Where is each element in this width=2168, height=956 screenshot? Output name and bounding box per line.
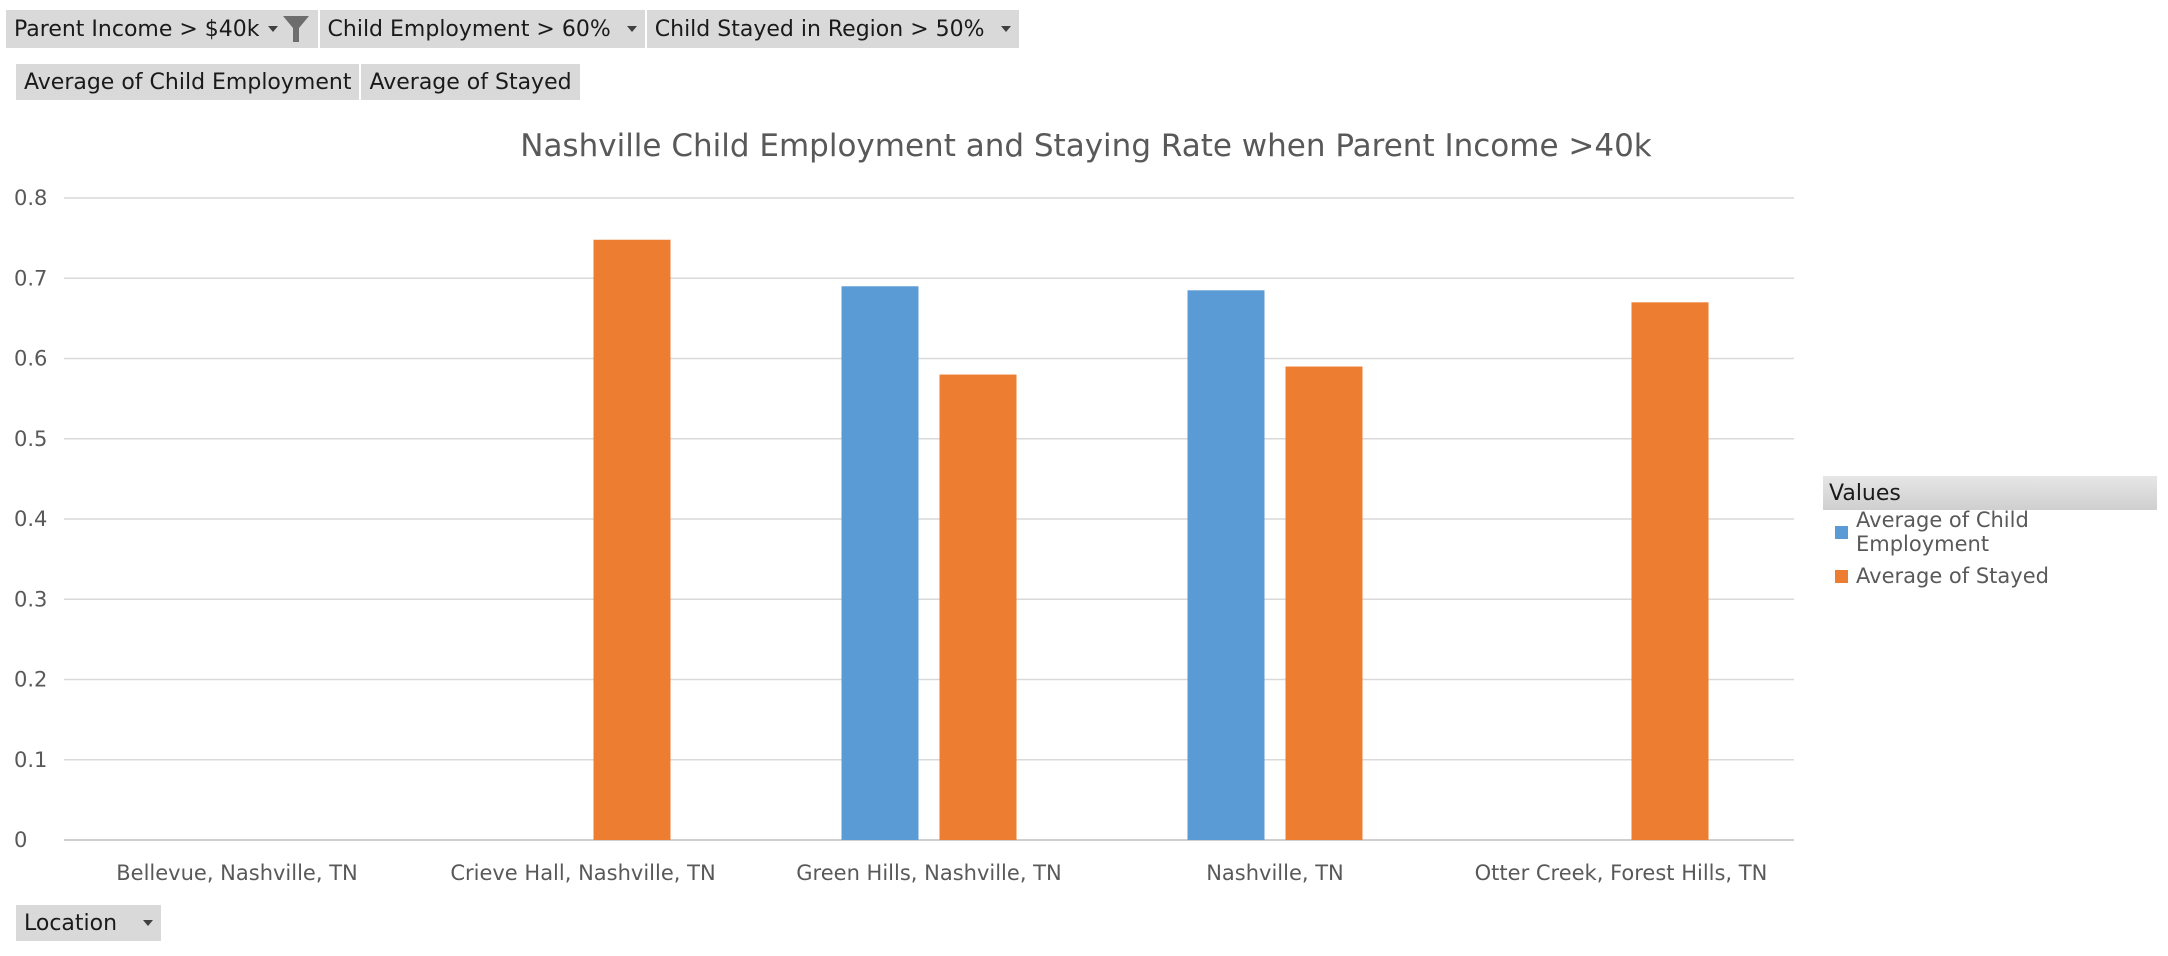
- axis-field-location-label: Location: [24, 910, 118, 936]
- bar-stayed[interactable]: [939, 374, 1017, 840]
- filter-bar: Parent Income > $40k Child Employment > …: [6, 10, 1021, 48]
- chevron-down-icon: [1000, 26, 1011, 32]
- x-category-label: Bellevue, Nashville, TN: [116, 861, 358, 885]
- chevron-down-icon: [626, 26, 637, 32]
- chevron-down-icon: [267, 26, 278, 32]
- y-tick-label: 0.1: [14, 748, 47, 772]
- gridlines: [64, 197, 1794, 841]
- legend-label-child-employment: Average of Child Employment: [1856, 508, 2029, 556]
- filter-applied-icon[interactable]: [264, 14, 310, 44]
- y-tick-label: 0.2: [14, 668, 47, 692]
- filter-child-stayed[interactable]: Child Stayed in Region > 50%: [646, 10, 1021, 48]
- y-tick-label: 0.3: [14, 587, 47, 611]
- bar-child-employment[interactable]: [841, 286, 919, 840]
- bars: [593, 239, 1709, 841]
- y-tick-label: 0.5: [14, 427, 47, 451]
- value-field-child-employment[interactable]: Average of Child Employment: [16, 64, 362, 100]
- chevron-down-icon: [143, 920, 154, 926]
- x-category-label: Otter Creek, Forest Hills, TN: [1475, 861, 1768, 885]
- x-category-label: Green Hills, Nashville, TN: [796, 861, 1061, 885]
- x-category-label: Crieve Hall, Nashville, TN: [450, 861, 715, 885]
- legend-item-child-employment: Average of Child Employment: [1823, 508, 2157, 556]
- legend-swatch-child-employment: [1835, 525, 1848, 539]
- y-tick-label: 0.6: [14, 347, 47, 371]
- bar-stayed[interactable]: [1285, 366, 1363, 840]
- filter-parent-income[interactable]: Parent Income > $40k: [6, 10, 320, 48]
- filter-child-employment[interactable]: Child Employment > 60%: [319, 10, 647, 48]
- filter-child-employment-label: Child Employment > 60%: [327, 16, 611, 42]
- x-category-label: Nashville, TN: [1206, 861, 1344, 885]
- y-tick-label: 0.7: [14, 266, 47, 290]
- y-tick-label: 0: [14, 828, 27, 852]
- chart-title: Nashville Child Employment and Staying R…: [520, 128, 1652, 164]
- legend-header[interactable]: Values: [1823, 476, 2157, 510]
- value-field-stayed[interactable]: Average of Stayed: [361, 64, 582, 100]
- filter-parent-income-label: Parent Income > $40k: [14, 16, 260, 42]
- bar-stayed[interactable]: [593, 239, 671, 841]
- bar-stayed[interactable]: [1631, 302, 1709, 840]
- y-tick-label: 0.8: [14, 186, 47, 210]
- bar-child-employment[interactable]: [1187, 290, 1265, 841]
- axis-field-location[interactable]: Location: [16, 905, 162, 941]
- legend-label-stayed: Average of Stayed: [1856, 564, 2049, 588]
- value-field-stayed-label: Average of Stayed: [369, 69, 572, 95]
- legend: Values Average of Child Employment Avera…: [1823, 476, 2157, 598]
- y-axis-ticks: 0 0.1 0.2 0.3 0.4 0.5 0.6 0.7 0.8: [14, 186, 47, 852]
- legend-swatch-stayed: [1835, 569, 1848, 583]
- filter-child-stayed-label: Child Stayed in Region > 50%: [654, 16, 985, 42]
- y-tick-label: 0.4: [14, 507, 47, 531]
- value-field-child-employment-label: Average of Child Employment: [24, 69, 352, 95]
- legend-item-stayed: Average of Stayed: [1823, 554, 2157, 598]
- value-fields-bar: Average of Child Employment Average of S…: [16, 64, 582, 100]
- x-axis-categories: Bellevue, Nashville, TN Crieve Hall, Nash…: [116, 861, 1767, 885]
- funnel-icon: [282, 16, 309, 42]
